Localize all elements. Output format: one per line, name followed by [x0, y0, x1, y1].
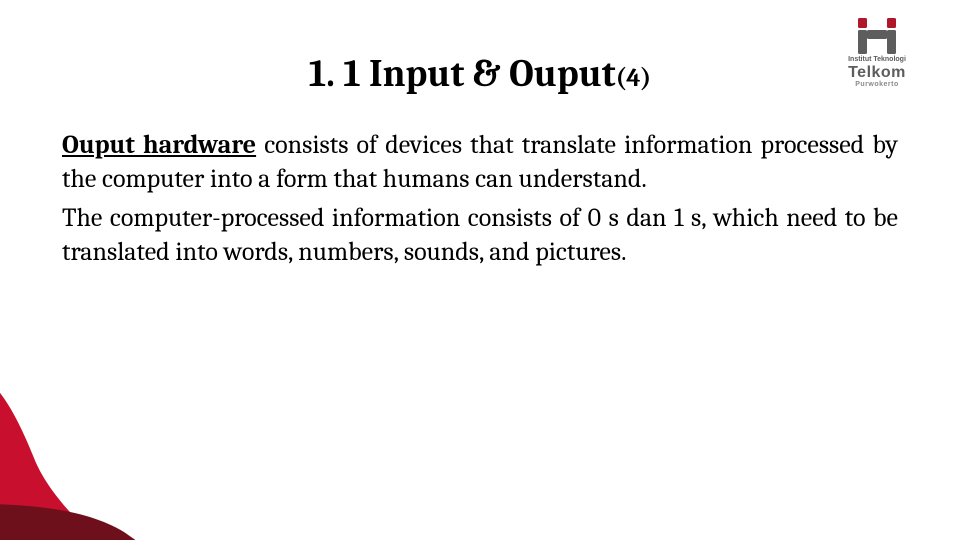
title-subscript: (4) — [616, 63, 652, 93]
slide-body: Ouput hardware consists of devices that … — [62, 128, 898, 273]
slide: Institut Teknologi Telkom Purwokerto 1. … — [0, 0, 960, 540]
paragraph-1: Ouput hardware consists of devices that … — [62, 128, 898, 197]
logo-mark-icon — [854, 18, 900, 54]
corner-decoration-icon — [0, 386, 144, 540]
slide-title: 1. 1 Input & Ouput(4) — [0, 52, 960, 96]
paragraph-2: The computer-processed information consi… — [62, 201, 898, 270]
title-main: 1. 1 Input & Ouput — [309, 52, 616, 96]
paragraph-1-lead: Ouput hardware — [62, 130, 256, 160]
